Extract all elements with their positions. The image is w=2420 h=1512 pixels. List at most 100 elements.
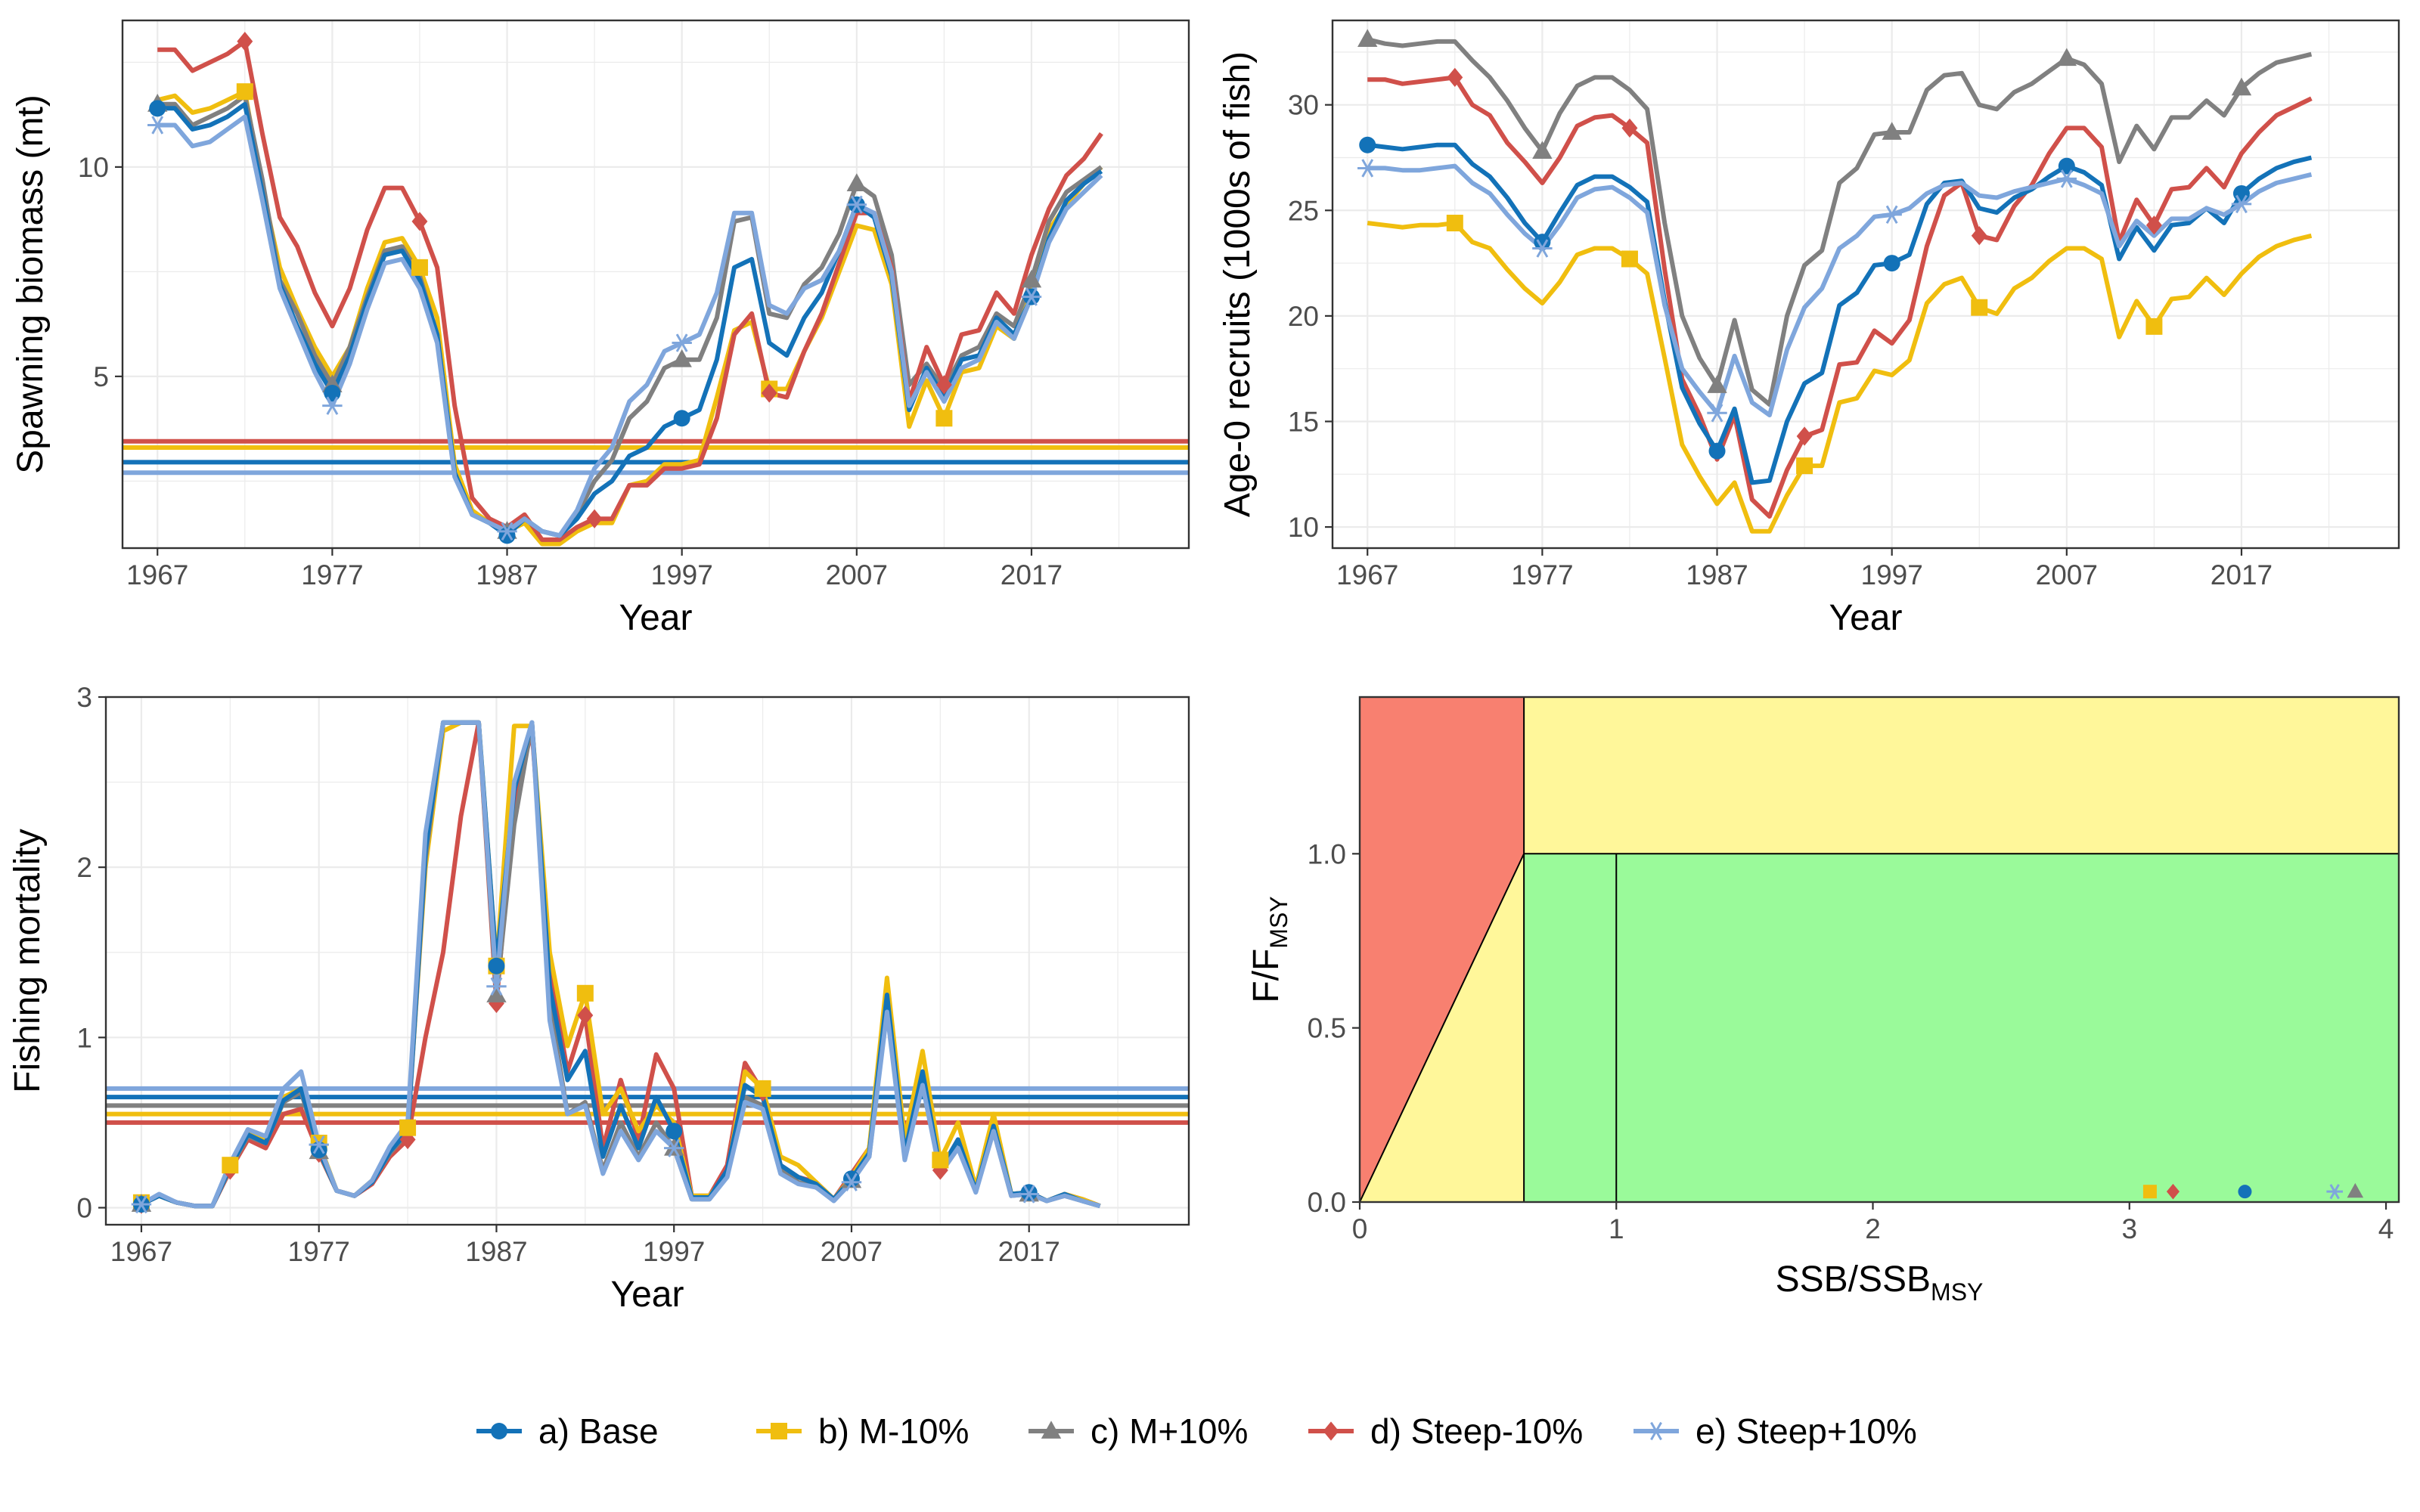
x-axis-title: Year: [611, 1275, 684, 1315]
kobe-point-m_minus: [2142, 1185, 2157, 1199]
kobe-point-m_plus: [2347, 1182, 2364, 1198]
y-tick-label: 0.0: [1308, 1187, 1346, 1218]
marker-m_minus: [935, 410, 953, 427]
legend-swatch-marker: [1646, 1421, 1667, 1441]
x-tick-label: 2017: [998, 1236, 1060, 1267]
marker-base: [1883, 255, 1900, 272]
y-tick-label: 15: [1288, 406, 1319, 437]
y-tick-label: 1.0: [1308, 838, 1346, 869]
legend-item-steep_plus: e) Steep+10%: [1634, 1411, 1917, 1451]
asterisk-stroke: [2329, 1184, 2340, 1200]
x-tick-label: 1987: [1686, 559, 1748, 590]
legend-swatch-marker: [1323, 1421, 1339, 1441]
marker-steep_plus: [1357, 159, 1378, 178]
asterisk-stroke: [326, 396, 339, 415]
marker-steep_plus: [1019, 1185, 1039, 1204]
legend-item-steep_minus: d) Steep-10%: [1308, 1411, 1583, 1451]
x-tick-label: 1997: [651, 559, 713, 590]
gridlines: [106, 696, 1189, 1225]
x-tick-label: 2007: [2036, 559, 2098, 590]
asterisk-stroke: [668, 1139, 681, 1157]
legend-label: a) Base: [538, 1411, 659, 1451]
marker-m_plus: [1707, 375, 1727, 393]
marker-steep_plus: [1882, 205, 1902, 225]
panel-age0-recruits: 1967 1977 1987 1997 2007 2017 10 15 20 25 30 Year Ag…: [1218, 19, 2400, 638]
asterisk-stroke: [1022, 1185, 1035, 1204]
asterisk-stroke: [135, 1194, 147, 1214]
legend-label: b) M-10%: [818, 1411, 969, 1451]
panel-spawning-biomass: 1967 1977 1987 1997 2007 2017 5 10 Year Spawning …: [11, 19, 1190, 638]
y-axis-title: Fishing mortality: [8, 829, 48, 1092]
panel-border: [1331, 19, 2400, 550]
marker-steep_plus: [1707, 404, 1727, 423]
marker-m_minus: [222, 1157, 239, 1174]
marker-m_minus: [576, 984, 594, 1002]
marker-m_minus: [1621, 250, 1638, 268]
marker-steep_plus: [2231, 194, 2252, 214]
marker-steep_minus: [761, 383, 777, 403]
marker-steep_plus: [1532, 239, 1553, 258]
y-tick-label: 3: [76, 682, 92, 713]
marker-steep_minus: [399, 1129, 416, 1150]
marker-steep_plus: [131, 1194, 152, 1214]
marker-m_minus: [1796, 457, 1813, 475]
x-tick-label: 1997: [643, 1236, 705, 1267]
panel-fishing-mortality: 1967 1977 1987 1997 2007 2017 0 1 2 3 Year Fishing …: [8, 682, 1190, 1315]
marker-m_minus: [399, 1119, 417, 1136]
asterisk-stroke: [2060, 169, 2073, 188]
x-tick-label: 1977: [1511, 559, 1573, 590]
marker-m_minus: [1446, 215, 1463, 232]
marker-steep_minus: [932, 1160, 948, 1180]
marker-m_plus: [1357, 29, 1378, 48]
asterisk-stroke: [1536, 239, 1549, 258]
x-tick-label: 1977: [301, 559, 363, 590]
asterisk-stroke: [501, 522, 513, 541]
marker-steep_plus: [664, 1139, 684, 1157]
marker-steep_minus: [1447, 67, 1463, 88]
marker-steep_plus: [486, 977, 507, 996]
marker-steep_minus: [935, 375, 952, 395]
y-axis-title: F/FMSY: [1246, 896, 1292, 1002]
marker-base: [1534, 234, 1551, 251]
marker-m_minus: [2145, 318, 2163, 335]
y-axis-title-subscript: MSY: [1265, 896, 1292, 948]
x-tick-label: 2: [1865, 1213, 1881, 1244]
x-tick-label: 2007: [821, 1236, 883, 1267]
x-axis-title-subscript: MSY: [1931, 1278, 1983, 1306]
y-tick-label: 25: [1288, 195, 1319, 226]
y-tick-label: 30: [1288, 90, 1319, 121]
marker-base: [149, 100, 166, 117]
marker-steep_plus: [846, 195, 867, 214]
y-tick-label: 0.5: [1308, 1013, 1346, 1044]
x-tick-label: 2017: [2211, 559, 2273, 590]
y-axis-title-main: F/F: [1246, 949, 1286, 1003]
marker-base: [488, 957, 505, 974]
zone-healthy: [1524, 854, 2399, 1202]
series-line-steep_plus: [1367, 163, 2313, 418]
marker-m_minus: [754, 1080, 771, 1097]
x-axis-title: Year: [1829, 598, 1903, 638]
marker-base: [842, 1170, 860, 1188]
x-tick-label: 1967: [126, 559, 188, 590]
marker-steep_minus: [237, 32, 253, 51]
legend-label: e) Steep+10%: [1696, 1411, 1917, 1451]
asterisk-stroke: [2235, 194, 2248, 214]
kobe-point-steep_minus: [2166, 1183, 2180, 1200]
marker-base: [2232, 184, 2250, 202]
marker-base: [1708, 442, 1726, 460]
plot-area: [1333, 20, 2399, 548]
marker-m_minus: [411, 259, 428, 276]
marker-m_plus: [846, 173, 867, 191]
marker-steep_plus: [672, 333, 692, 352]
x-tick-label: 1: [1609, 1213, 1624, 1244]
marker-m_plus: [1532, 141, 1553, 160]
zone-overfishing: [1360, 697, 1525, 1202]
asterisk-stroke: [1885, 205, 1898, 225]
zone-boundary-slope: [1359, 853, 1525, 1203]
x-axis-title-main: SSB/SSB: [1776, 1259, 1931, 1300]
legend-label: c) M+10%: [1091, 1411, 1248, 1451]
marker-base: [666, 1123, 683, 1140]
x-tick-label: 1977: [288, 1236, 350, 1267]
marker-steep_plus: [147, 116, 168, 135]
panel-border: [121, 19, 1190, 550]
